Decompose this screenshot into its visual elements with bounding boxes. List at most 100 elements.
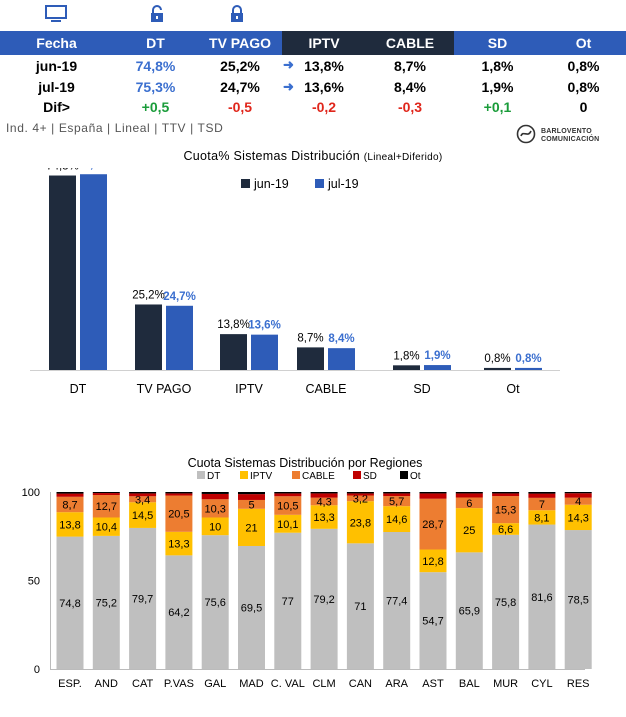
seg-IPTV-GAL: [201, 517, 229, 536]
col-header-ot: Ot: [541, 31, 626, 55]
col-header-cable: CABLE: [366, 31, 454, 55]
data-label-DT-C. VAL: 77: [282, 596, 294, 608]
legend-label-SD: SD: [363, 471, 377, 482]
arrow-right-icon: ➜: [283, 57, 294, 72]
logo-line2: COMUNICACIÓN: [541, 136, 600, 143]
cell-iptv: 13,6%: [304, 79, 344, 95]
seg-SD-CLM: [310, 493, 338, 498]
data-label-jul-19-IPTV: 13,6%: [248, 320, 281, 332]
seg-SD-AST: [419, 493, 447, 499]
data-label-IPTV-GAL: 10: [209, 521, 221, 533]
seg-DT-GAL: [201, 535, 229, 669]
seg-IPTV-BAL: [455, 508, 483, 553]
x-tick-label: DT: [70, 382, 87, 396]
col-header-iptv: IPTV: [282, 31, 366, 55]
seg-DT-AST: [419, 572, 447, 669]
col-header-fecha: Fecha: [0, 31, 113, 55]
x-tick-label: BAL: [459, 678, 480, 690]
data-label-DT-P.VAS: 64,2: [168, 607, 189, 619]
x-tick-label: RES: [567, 678, 590, 690]
seg-CABLE-C. VAL: [274, 496, 302, 515]
seg-SD-C. VAL: [274, 493, 302, 497]
seg-Ot-BAL: [455, 492, 483, 494]
seg-SD-AND: [92, 493, 120, 496]
y-tick-label: 100: [22, 487, 40, 499]
barlovento-logo-icon: [516, 124, 536, 144]
table-header-row: Fecha DT TV PAGO IPTV CABLE SD Ot: [0, 31, 626, 55]
cell-cable: 8,7%: [394, 58, 426, 74]
data-label-IPTV-MUR: 6,6: [498, 524, 513, 536]
cell-dt: 74,8%: [135, 58, 176, 74]
legend-swatch-Ot: [400, 471, 408, 479]
seg-IPTV-C. VAL: [274, 514, 302, 533]
data-label-IPTV-CAT: 14,5: [132, 510, 153, 522]
data-label-jul-19-DT: 75,3%: [77, 168, 110, 171]
data-label-jul-19-CABLE: 8,4%: [328, 333, 354, 345]
arrow-right-icon: ➜: [283, 79, 294, 94]
row-label: Dif>: [43, 99, 70, 115]
legend-swatch-jul-19: [315, 179, 324, 188]
data-label-jun-19-CABLE: 8,7%: [297, 332, 323, 344]
legend-swatch-SD: [353, 471, 361, 479]
data-label-DT-CYL: 81,6: [531, 592, 552, 604]
seg-CABLE-ARA: [383, 496, 411, 507]
chart1-title-note: (Lineal+Diferido): [363, 152, 443, 163]
data-label-IPTV-CAN: 23,8: [350, 517, 371, 529]
seg-DT-P.VAS: [165, 555, 193, 669]
legend-label-jul-19: jul-19: [327, 177, 359, 191]
seg-Ot-CAN: [346, 492, 374, 494]
bar-jun-19-SD: [393, 365, 420, 370]
tv-icon: [45, 5, 67, 22]
data-label-IPTV-AST: 12,8: [422, 556, 443, 568]
bar-jul-19-TV PAGO: [166, 305, 193, 370]
col-header-tvpago: TV PAGO: [198, 31, 282, 55]
seg-IPTV-RES: [564, 504, 592, 531]
bar-jul-19-SD: [424, 365, 451, 370]
seg-Ot-ESP.: [56, 492, 84, 494]
seg-CABLE-ESP.: [56, 496, 84, 513]
cell-ot: 0,8%: [567, 79, 600, 95]
x-tick-label: MAD: [239, 678, 264, 690]
x-tick-label: Ot: [506, 382, 520, 396]
data-label-CABLE-CLM: 4,3: [316, 496, 331, 508]
bar-jul-19-DT: [80, 174, 107, 370]
data-label-IPTV-P.VAS: 13,3: [168, 539, 189, 551]
data-label-CABLE-RES: 4: [575, 496, 581, 508]
cell-iptv-wrap: ➜ 13,8%: [282, 55, 366, 77]
cell-tvpago: 25,2%: [220, 58, 260, 74]
y-tick-label: 50: [28, 576, 40, 588]
seg-Ot-ARA: [383, 492, 411, 494]
data-label-CABLE-AST: 28,7: [422, 519, 443, 531]
bar-jun-19-CABLE: [297, 347, 324, 370]
seg-CABLE-CLM: [310, 497, 338, 506]
row-label: jul-19: [38, 79, 75, 95]
seg-IPTV-MUR: [492, 523, 520, 535]
data-label-jun-19-DT: 74,8%: [46, 168, 79, 173]
data-label-CABLE-MUR: 15,3: [495, 505, 516, 517]
data-label-DT-BAL: 65,9: [459, 606, 480, 618]
share-table: Fecha DT TV PAGO IPTV CABLE SD Ot jun-19…: [0, 31, 626, 117]
legend-label-Ot: Ot: [410, 471, 421, 482]
seg-DT-CLM: [310, 528, 338, 669]
seg-DT-BAL: [455, 552, 483, 669]
x-tick-label: MUR: [493, 678, 518, 690]
bar-jun-19-TV PAGO: [135, 304, 162, 370]
seg-DT-C. VAL: [274, 532, 302, 669]
x-tick-label: ARA: [385, 678, 408, 690]
seg-CABLE-BAL: [455, 497, 483, 509]
data-label-jun-19-SD: 1,8%: [393, 350, 419, 362]
data-label-DT-GAL: 75,6: [204, 597, 225, 609]
data-label-IPTV-CYL: 8,1: [534, 512, 549, 524]
x-tick-label: CAN: [349, 678, 372, 690]
data-label-CABLE-ESP.: 8,7: [62, 499, 77, 511]
cell-dt: +0,5: [141, 99, 170, 115]
x-tick-label: SD: [413, 382, 430, 396]
seg-Ot-RES: [564, 492, 592, 494]
seg-Ot-CLM: [310, 492, 338, 494]
x-tick-label: IPTV: [235, 382, 263, 396]
data-label-CABLE-MAD: 5: [248, 499, 254, 511]
legend-label-CABLE: CABLE: [302, 471, 335, 482]
seg-CABLE-AST: [419, 498, 447, 550]
seg-DT-ARA: [383, 532, 411, 669]
bar-jun-19-Ot: [484, 367, 511, 370]
